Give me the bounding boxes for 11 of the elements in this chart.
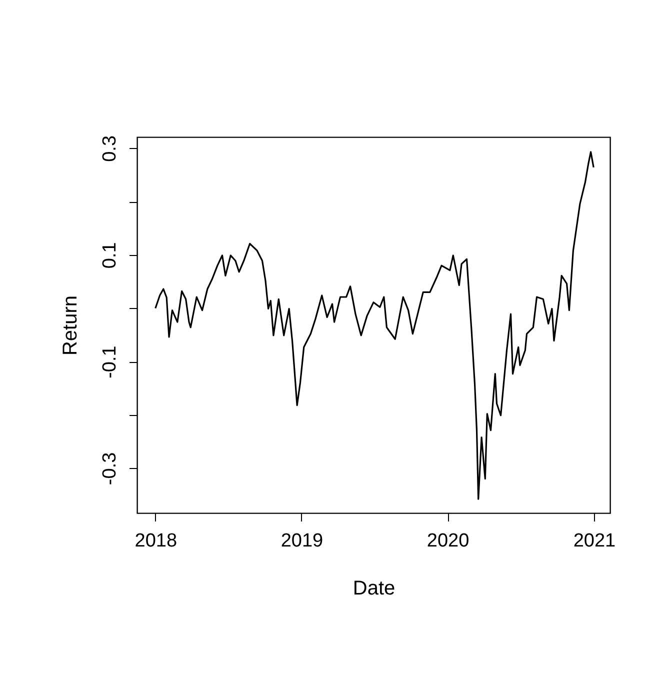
x-axis-title: Date [352,578,396,600]
y-tick-label: 0.3 [100,135,120,162]
y-tick-label: -0.3 [100,452,120,486]
x-tick-label: 2019 [280,530,324,552]
x-tick-label: 2020 [426,530,470,552]
y-axis-title: Return [60,295,82,356]
y-tick-label: -0.1 [100,346,120,378]
y-tick-label: 0.1 [100,242,120,269]
x-tick-label: 2018 [134,530,178,552]
x-tick-label: 2021 [573,530,616,552]
line-series [154,151,594,500]
